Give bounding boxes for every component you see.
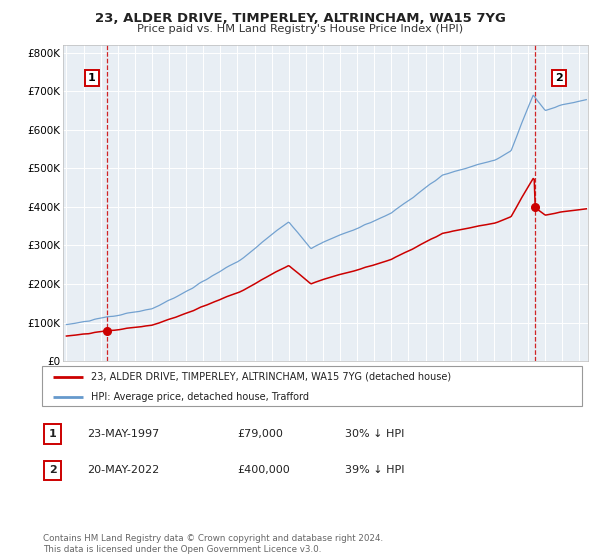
Text: 23-MAY-1997: 23-MAY-1997 — [87, 429, 159, 439]
Text: HPI: Average price, detached house, Trafford: HPI: Average price, detached house, Traf… — [91, 392, 308, 402]
Text: 1: 1 — [49, 429, 56, 439]
Text: 39% ↓ HPI: 39% ↓ HPI — [345, 465, 404, 475]
Text: 20-MAY-2022: 20-MAY-2022 — [87, 465, 159, 475]
Text: 30% ↓ HPI: 30% ↓ HPI — [345, 429, 404, 439]
Text: 2: 2 — [49, 465, 56, 475]
Text: Price paid vs. HM Land Registry's House Price Index (HPI): Price paid vs. HM Land Registry's House … — [137, 24, 463, 34]
Text: 2: 2 — [555, 73, 563, 83]
Text: 23, ALDER DRIVE, TIMPERLEY, ALTRINCHAM, WA15 7YG: 23, ALDER DRIVE, TIMPERLEY, ALTRINCHAM, … — [95, 12, 505, 25]
Text: Contains HM Land Registry data © Crown copyright and database right 2024.
This d: Contains HM Land Registry data © Crown c… — [43, 534, 383, 554]
Text: 1: 1 — [88, 73, 96, 83]
Text: £400,000: £400,000 — [237, 465, 290, 475]
Text: 23, ALDER DRIVE, TIMPERLEY, ALTRINCHAM, WA15 7YG (detached house): 23, ALDER DRIVE, TIMPERLEY, ALTRINCHAM, … — [91, 372, 451, 382]
Text: £79,000: £79,000 — [237, 429, 283, 439]
